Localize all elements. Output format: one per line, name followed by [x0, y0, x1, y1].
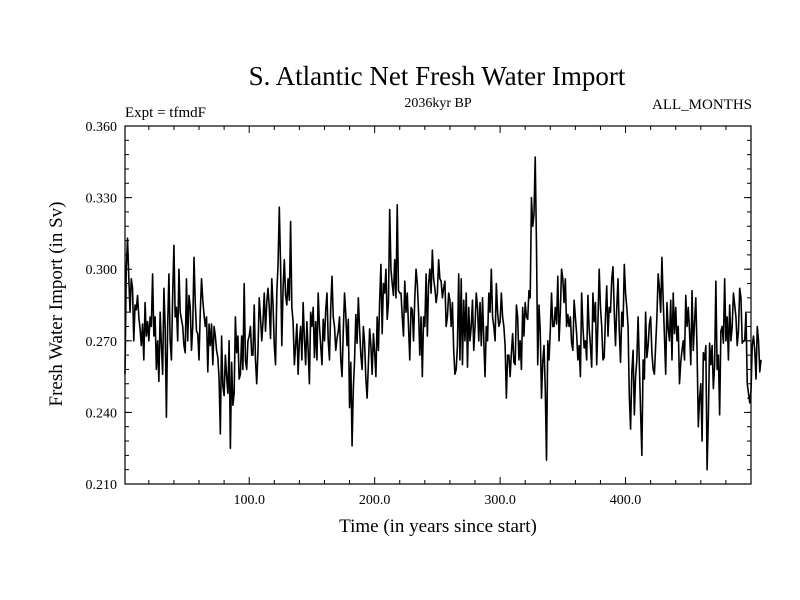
- chart-title: S. Atlantic Net Fresh Water Import: [249, 61, 626, 91]
- y-axis-label: Fresh Water Import (in Sv): [46, 202, 67, 407]
- data-series: [124, 156, 762, 471]
- y-tick-label: 0.330: [86, 192, 118, 207]
- series-line-0: [124, 156, 762, 471]
- y-tick-label: 0.270: [86, 335, 118, 350]
- x-tick-label: 200.0: [359, 493, 391, 508]
- x-tick-label: 400.0: [610, 493, 642, 508]
- axes: 0.210 0.240 0.270 0.300 0.330 0.360 100.0 200.0…: [86, 120, 751, 508]
- experiment-label: Expt = tfmdF: [125, 105, 206, 121]
- y-tick-label: 0.240: [86, 406, 118, 421]
- x-tick-label: 300.0: [484, 493, 516, 508]
- y-tick-label: 0.210: [86, 478, 118, 493]
- chart-subtitle: 2036kyr BP: [404, 96, 472, 111]
- y-tick-label: 0.360: [86, 120, 118, 135]
- months-label: ALL_MONTHS: [652, 97, 752, 113]
- x-axis-label: Time (in years since start): [339, 516, 537, 537]
- plot-frame: [124, 125, 752, 485]
- x-tick-label: 100.0: [233, 493, 265, 508]
- y-tick-label: 0.300: [86, 263, 118, 278]
